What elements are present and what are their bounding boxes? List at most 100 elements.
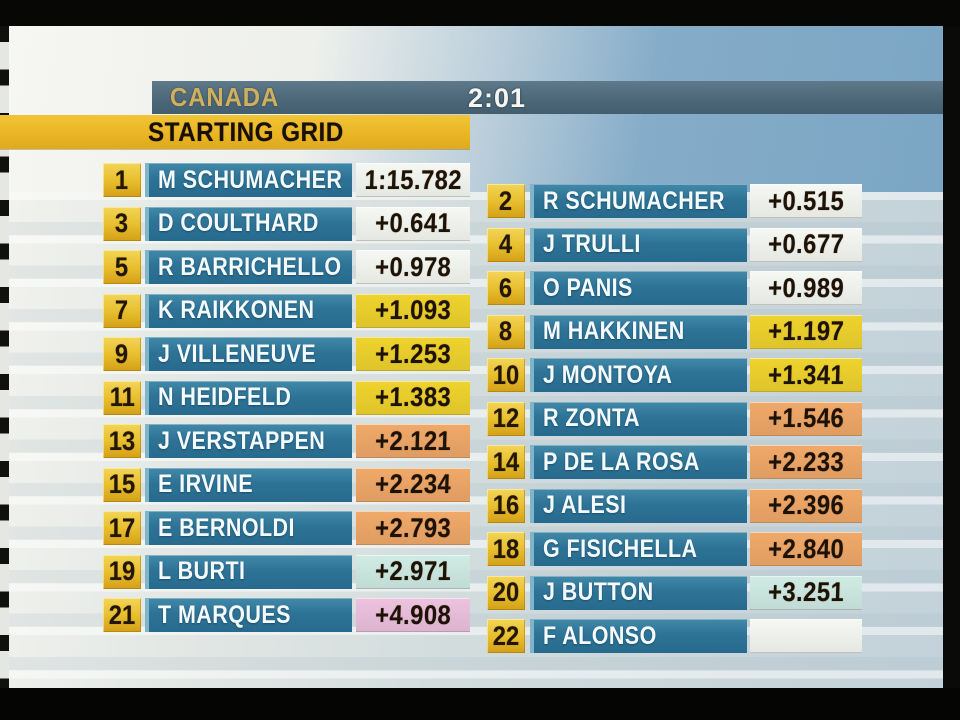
position-badge: 10	[487, 358, 525, 392]
driver-name: J ALESI	[543, 491, 627, 519]
driver-name: F ALONSO	[543, 621, 657, 650]
time-gap: +1.546	[767, 403, 845, 433]
screen-edge-right	[943, 26, 960, 688]
position-badge: 3	[103, 206, 141, 241]
driver-name: T MARQUES	[158, 600, 291, 629]
grid-row: 2 R SCHUMACHER +0.515	[487, 184, 862, 218]
grid-row: 11 N HEIDFELD +1.383	[103, 380, 470, 415]
time-gap: +2.234	[374, 469, 452, 499]
event-name: CANADA	[170, 82, 280, 112]
position-badge: 19	[103, 554, 141, 589]
time-gap-cell	[750, 619, 862, 653]
time-gap: +2.971	[374, 556, 452, 586]
time-gap-cell: +4.908	[356, 598, 470, 632]
time-gap-cell: +1.197	[750, 314, 862, 349]
grid-row: 1 M SCHUMACHER 1:15.782	[103, 163, 470, 197]
driver-name: P DE LA ROSA	[543, 447, 700, 476]
driver-name: R ZONTA	[543, 404, 640, 432]
grid-row: 14 P DE LA ROSA +2.233	[487, 445, 862, 479]
session-timer: 2:01	[468, 83, 527, 113]
time-gap-cell: +2.396	[750, 488, 862, 523]
title-bar: STARTING GRID	[0, 115, 470, 149]
position-badge: 4	[487, 227, 525, 262]
position-number: 9	[115, 338, 129, 369]
driver-name: J MONTOYA	[543, 360, 673, 389]
position-badge: 21	[103, 598, 141, 632]
time-gap: +0.515	[767, 185, 845, 216]
position-number: 4	[499, 229, 513, 259]
time-gap-cell: +0.641	[356, 206, 470, 241]
letterbox-bottom	[0, 688, 960, 720]
position-badge: 13	[103, 424, 141, 458]
position-number: 13	[108, 425, 136, 456]
grid-row: 9 J VILLENEUVE +1.253	[103, 337, 470, 371]
driver-name-bar: O PANIS	[530, 271, 747, 305]
grid-row: 5 R BARRICHELLO +0.978	[103, 250, 470, 284]
grid-row: 8 M HAKKINEN +1.197	[487, 314, 862, 349]
position-number: 18	[492, 533, 520, 564]
driver-name-bar: R BARRICHELLO	[145, 250, 352, 284]
time-gap: +1.197	[767, 316, 845, 346]
position-number: 21	[108, 599, 136, 630]
time-gap: +0.641	[374, 208, 452, 238]
position-number: 14	[492, 446, 520, 477]
time-gap: +2.233	[767, 446, 845, 477]
driver-name: E BERNOLDI	[158, 513, 295, 542]
driver-name: J TRULLI	[543, 230, 641, 258]
time-gap-cell: +2.840	[750, 532, 862, 566]
time-gap: 1:15.782	[363, 164, 463, 195]
grid-row: 12 R ZONTA +1.546	[487, 401, 862, 436]
driver-name-bar: E IRVINE	[145, 467, 352, 502]
position-number: 2	[499, 185, 513, 216]
driver-name-bar: J VERSTAPPEN	[145, 424, 352, 458]
position-number: 3	[115, 208, 129, 238]
position-badge: 12	[487, 401, 525, 436]
driver-name-bar: T MARQUES	[145, 598, 352, 632]
time-gap-cell: +2.793	[356, 511, 470, 545]
driver-name-bar: G FISICHELLA	[530, 532, 747, 566]
time-gap: +3.251	[767, 577, 845, 607]
position-badge: 7	[103, 293, 141, 328]
time-gap: +0.978	[374, 251, 452, 282]
position-number: 15	[108, 469, 136, 499]
time-gap: +1.341	[767, 359, 845, 390]
driver-name-bar: L BURTI	[145, 554, 352, 589]
position-number: 11	[109, 382, 135, 412]
time-gap-cell: +2.971	[356, 554, 470, 589]
grid-row: 7 K RAIKKONEN +1.093	[103, 293, 470, 328]
grid-row: 21 T MARQUES +4.908	[103, 598, 470, 632]
time-gap-cell: +3.251	[750, 575, 862, 610]
time-gap: +2.396	[767, 490, 845, 520]
driver-name: D COULTHARD	[158, 209, 319, 237]
position-number: 20	[492, 577, 520, 607]
position-number: 5	[115, 251, 129, 282]
driver-name-bar: R ZONTA	[530, 401, 747, 436]
time-gap-cell: +0.515	[750, 184, 862, 218]
driver-name: M SCHUMACHER	[158, 165, 343, 194]
film-edge-left	[0, 26, 9, 688]
time-gap: +2.840	[767, 533, 845, 564]
driver-name-bar: J VILLENEUVE	[145, 337, 352, 371]
driver-name-bar: J TRULLI	[530, 227, 747, 262]
driver-name-bar: P DE LA ROSA	[530, 445, 747, 479]
driver-name-bar: D COULTHARD	[145, 206, 352, 241]
driver-name: O PANIS	[543, 273, 633, 302]
grid-column-left: 1 M SCHUMACHER 1:15.782 3 D COULTHARD +0…	[103, 163, 470, 643]
driver-name-bar: J MONTOYA	[530, 358, 747, 392]
driver-name: E IRVINE	[158, 470, 254, 498]
time-gap-cell: +2.234	[356, 467, 470, 502]
position-number: 17	[108, 512, 136, 543]
time-gap: +0.677	[767, 229, 845, 259]
position-badge: 16	[487, 488, 525, 523]
position-badge: 9	[103, 337, 141, 371]
grid-row: 3 D COULTHARD +0.641	[103, 206, 470, 241]
page-title: STARTING GRID	[148, 116, 344, 147]
driver-name: R BARRICHELLO	[158, 252, 342, 281]
grid-row: 19 L BURTI +2.971	[103, 554, 470, 589]
grid-row: 4 J TRULLI +0.677	[487, 227, 862, 262]
driver-name: R SCHUMACHER	[543, 186, 725, 215]
time-gap: +0.989	[767, 272, 845, 303]
driver-name-bar: R SCHUMACHER	[530, 184, 747, 218]
grid-row: 20 J BUTTON +3.251	[487, 575, 862, 610]
position-number: 12	[492, 403, 520, 433]
